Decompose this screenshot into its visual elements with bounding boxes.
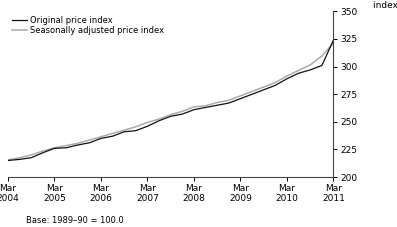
Legend: Original price index, Seasonally adjusted price index: Original price index, Seasonally adjuste…	[12, 15, 165, 35]
Y-axis label: index no.: index no.	[372, 1, 397, 10]
Text: Base: 1989–90 = 100.0: Base: 1989–90 = 100.0	[26, 216, 123, 225]
